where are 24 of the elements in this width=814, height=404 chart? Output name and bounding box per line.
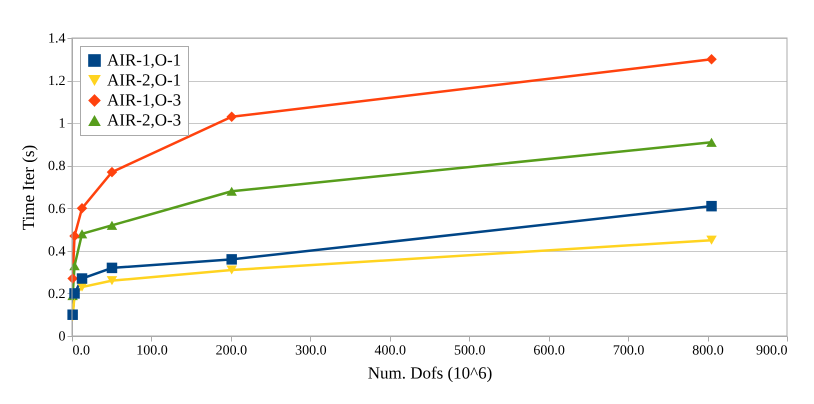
- legend-label: AIR-1,O-1: [107, 50, 182, 70]
- y-tick-label: 0.6: [48, 202, 66, 217]
- x-tick-label: 900.0: [756, 344, 788, 358]
- y-tick-label: 1.4: [48, 32, 66, 46]
- y-tick-label: 1: [58, 116, 66, 132]
- legend-label: AIR-2,O-1: [107, 70, 182, 90]
- legend-label: AIR-2,O-3: [107, 110, 182, 130]
- x-tick-label: 200.0: [216, 344, 248, 358]
- y-tick-label: 0.2: [48, 286, 66, 302]
- x-tick-label: 700.0: [612, 344, 644, 358]
- x-tick-label: 300.0: [295, 344, 327, 358]
- x-tick-label: 0.0: [72, 344, 90, 358]
- y-tick-label: 0.8: [48, 159, 66, 174]
- y-tick-label: 0: [58, 330, 66, 344]
- y-tick-label: 0.4: [48, 244, 66, 260]
- x-tick-label: 400.0: [374, 344, 406, 358]
- x-axis-title: Num. Dofs (10^6): [368, 364, 492, 382]
- x-tick-label: 800.0: [692, 344, 724, 358]
- x-tick-label: 500.0: [454, 344, 486, 358]
- x-tick-label: 100.0: [136, 344, 168, 358]
- x-tick-label: 600.0: [533, 344, 565, 358]
- y-axis-title: Time Iter (s): [19, 144, 38, 230]
- legend-label: AIR-1,O-3: [107, 90, 182, 110]
- y-tick-label: 1.2: [48, 74, 66, 90]
